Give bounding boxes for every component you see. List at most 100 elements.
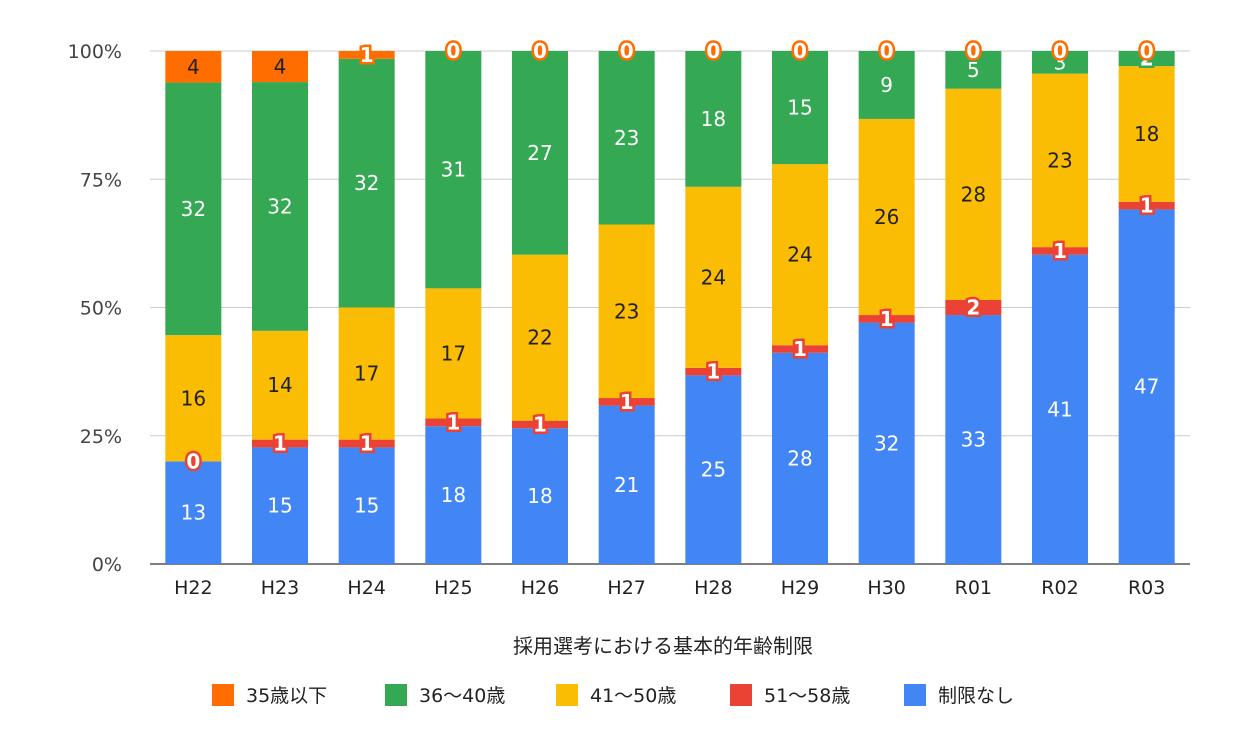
bar-segment [252,82,308,331]
data-label: 0 [880,39,894,63]
bar-segment [338,447,395,564]
bar-segment [425,426,482,564]
bar-segment [165,51,222,83]
data-label: 1 [1053,239,1067,263]
data-label: 1 [880,307,894,331]
data-label: 1 [706,360,720,384]
legend-label: 41〜50歳 [590,685,676,707]
bar-segment [512,51,568,255]
data-label: 2 [966,296,980,320]
bar-segment [858,315,915,323]
data-label: 0 [1140,39,1154,63]
legend-item: 36〜40歳 [385,684,505,707]
bar-segment [945,51,1002,89]
y-tick-label: 0% [92,554,122,576]
bar-segment [598,51,655,225]
data-label: 15 [354,494,379,518]
bar-segment [1118,66,1175,202]
bar-segment [685,186,742,368]
data-label: 0 [1053,39,1067,63]
legend-item: 制限なし [904,684,1014,707]
data-label: 17 [441,341,466,365]
legend-label: 36〜40歳 [419,685,505,707]
data-label: 33 [961,428,986,452]
x-tick-label: H26 [521,577,559,599]
bar-segment [685,51,742,187]
data-label: 21 [614,473,639,497]
x-tick-label: H22 [174,577,212,599]
data-label: 28 [787,446,812,470]
bars [165,51,1175,565]
legend-label: 51〜58歳 [764,685,850,707]
data-label: 16 [181,386,206,410]
bar-segment [252,330,308,440]
data-label: 1 [793,337,807,361]
legend-item: 51〜58歳 [730,684,850,707]
bar-segment [338,51,395,59]
bar-segment [685,367,742,376]
data-label: 15 [267,494,292,518]
y-tick-label: 75% [80,169,122,191]
data-label: 41 [1047,397,1072,421]
data-label: 1 [533,412,547,436]
data-label: 14 [267,373,292,397]
bar-segment [772,345,828,353]
legend-swatch [730,684,752,706]
data-label: 31 [441,158,466,182]
x-axis-title: 採用選考における基本的年齢制限 [513,634,813,658]
legend-swatch [556,684,578,706]
x-tick-label: R03 [1128,577,1165,599]
bar-segment [1032,254,1088,565]
legend-item: 41〜50歳 [556,684,676,707]
bar-segment [772,352,828,564]
data-label: 22 [527,326,552,350]
data-label: 23 [614,126,639,150]
bar-segment [1118,201,1175,210]
legend-swatch [904,684,926,706]
bar-segment [772,51,828,165]
bar-segment [252,439,308,448]
bar-segment [598,398,655,406]
legend-swatch [385,684,407,706]
data-label: 32 [267,194,292,218]
data-label: 23 [1047,148,1072,172]
legend-item: 35歳以下 [212,684,327,707]
data-label: 25 [701,458,726,482]
x-tick-label: R01 [955,577,992,599]
data-label: 26 [874,205,899,229]
bar-segment [858,322,915,564]
x-tick-label: H23 [261,577,299,599]
bar-segment [165,461,222,564]
data-label: 23 [614,299,639,323]
data-label: 27 [527,141,552,165]
data-label: 32 [874,431,899,455]
legend-label: 制限なし [938,685,1014,707]
data-label: 18 [1134,122,1159,146]
bar-segment [338,58,395,308]
bar-segment [945,315,1002,564]
bar-segment [772,164,828,346]
data-label: 0 [966,39,980,63]
data-label: 17 [354,362,379,386]
data-label: 1 [360,432,374,456]
bar-segment [858,118,915,316]
data-label: 1 [446,410,460,434]
x-tick-label: H28 [694,577,732,599]
data-label: 47 [1134,375,1159,399]
bar-segment [1032,73,1088,248]
data-label: 32 [354,171,379,195]
data-label: 24 [787,243,812,267]
data-label: 1 [1140,194,1154,218]
bar-segment [165,335,222,462]
bar-segment [338,307,395,440]
bar-segment [945,88,1002,300]
data-label: 5 [967,58,980,82]
data-label: 1 [360,43,374,67]
x-axis: H22 H23 H24 H25 H26 H27 H28 H29 H30 R01 R02 R03 [174,577,1165,599]
bar-segment [1032,51,1088,74]
data-label: 0 [186,449,200,473]
bar-segment [1118,51,1175,67]
y-tick-label: 25% [80,426,122,448]
gridlines [150,50,1190,437]
